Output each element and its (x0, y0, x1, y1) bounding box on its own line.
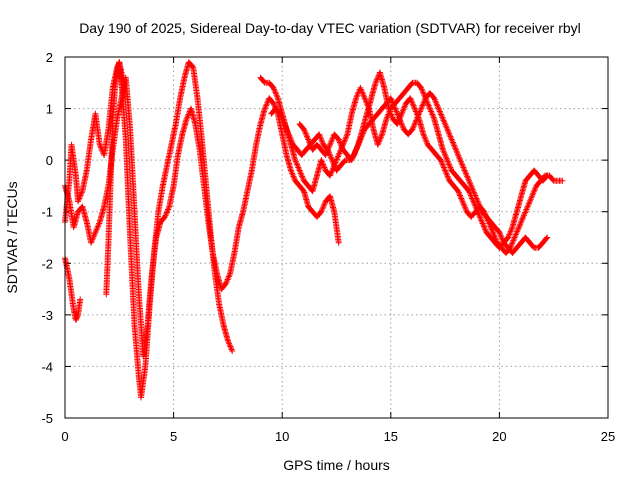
x-tick-label: 0 (61, 429, 68, 444)
data-markers (268, 69, 566, 256)
data-markers (257, 74, 551, 251)
y-tick-label: -1 (41, 205, 53, 220)
data-series (62, 59, 566, 401)
x-axis-label: GPS time / hours (283, 457, 390, 473)
y-tick-label: 2 (46, 50, 53, 65)
x-tick-label: 25 (601, 429, 615, 444)
y-tick-label: 1 (46, 102, 53, 117)
series-track-5 (268, 69, 566, 256)
y-axis-label: SDTVAR / TECUs (4, 181, 20, 293)
y-tick-label: -2 (41, 256, 53, 271)
y-tick-label: -5 (41, 411, 53, 426)
x-tick-label: 10 (275, 429, 289, 444)
data-markers (296, 90, 551, 256)
chart-title: Day 190 of 2025, Sidereal Day-to-day VTE… (79, 20, 581, 36)
x-tick-label: 15 (384, 429, 398, 444)
x-tick-label: 20 (492, 429, 506, 444)
data-markers (103, 59, 127, 298)
series-track-6 (296, 90, 551, 256)
series-track-4 (257, 74, 551, 251)
y-tick-label: -3 (41, 308, 53, 323)
plot-frame (64, 56, 609, 419)
series-track-3 (103, 59, 127, 298)
y-tick-label: -4 (41, 359, 53, 374)
x-tick-label: 5 (170, 429, 177, 444)
y-tick-label: 0 (46, 153, 53, 168)
